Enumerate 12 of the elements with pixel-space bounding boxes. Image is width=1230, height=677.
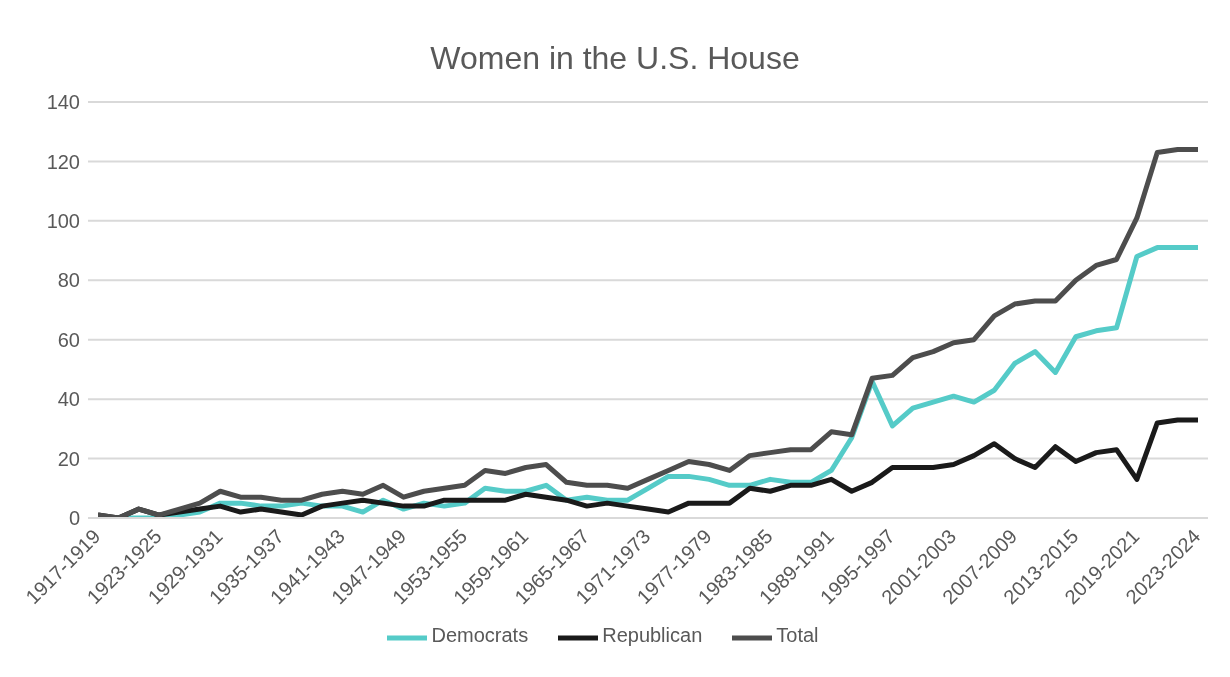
y-tick-label: 60 <box>57 328 80 351</box>
legend-label: Republican <box>602 624 703 647</box>
legend-label: Total <box>776 624 819 647</box>
legend-label: Democrats <box>431 624 529 647</box>
y-tick-label: 140 <box>46 91 80 114</box>
y-tick-label: 100 <box>46 209 80 232</box>
y-tick-label: 120 <box>46 150 80 173</box>
y-tick-label: 40 <box>57 388 80 411</box>
y-tick-label: 20 <box>57 447 80 470</box>
y-tick-label: 80 <box>57 269 80 292</box>
chart-title: Women in the U.S. House <box>429 39 801 78</box>
y-tick-label: 0 <box>68 507 80 530</box>
